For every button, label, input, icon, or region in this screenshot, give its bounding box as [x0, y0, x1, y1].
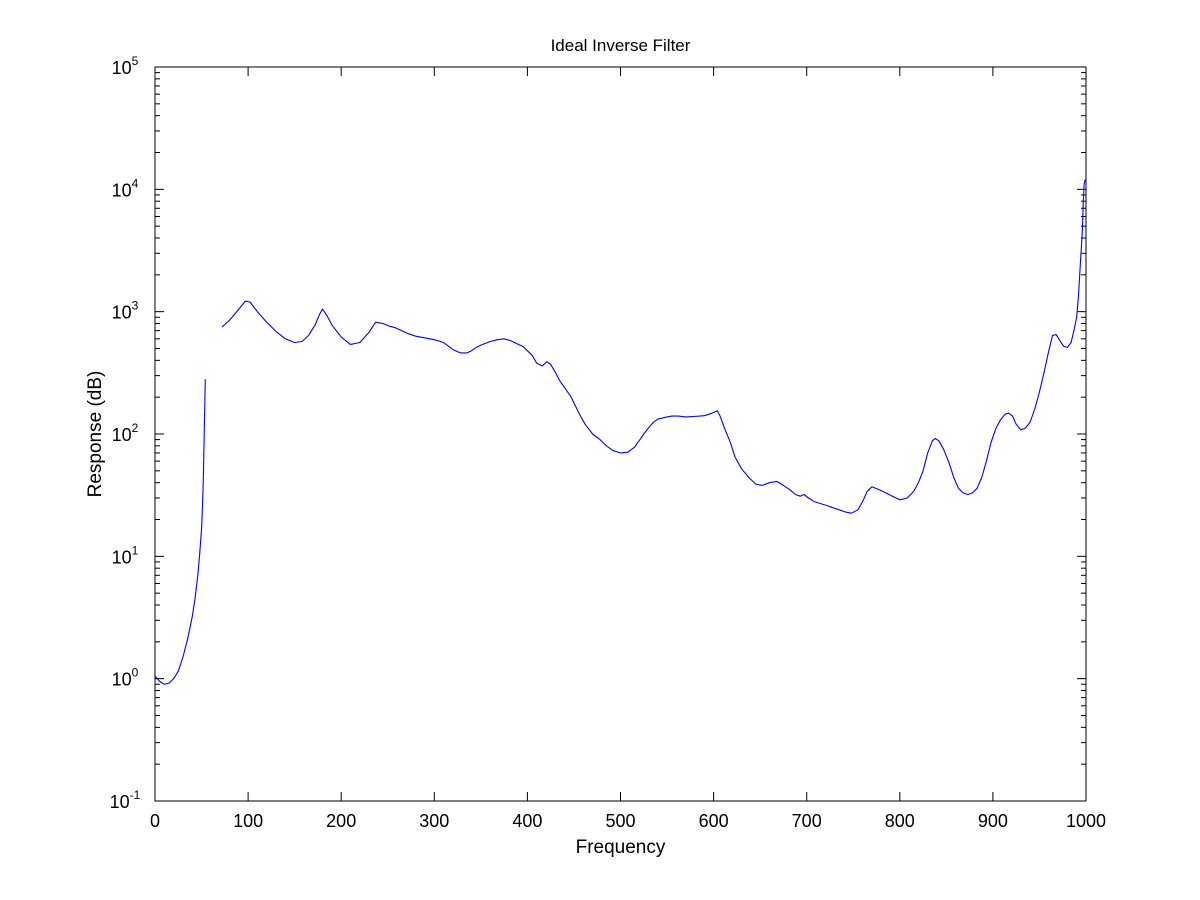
y-tick-label: 10-1: [110, 788, 141, 812]
x-tick-label: 0: [150, 811, 160, 831]
x-tick-label: 900: [978, 811, 1008, 831]
x-tick-label: 600: [699, 811, 729, 831]
x-tick-label: 1000: [1066, 811, 1106, 831]
x-tick-label: 400: [512, 811, 542, 831]
chart-title: Ideal Inverse Filter: [551, 36, 691, 55]
y-tick-label: 102: [112, 421, 139, 445]
x-tick-label: 700: [792, 811, 822, 831]
x-tick-label: 100: [233, 811, 263, 831]
y-axis-label: Response (dB): [85, 371, 106, 498]
x-tick-label: 300: [419, 811, 449, 831]
plot-area: [154, 66, 1087, 802]
x-tick-label: 500: [605, 811, 635, 831]
y-tick-label: 100: [112, 666, 139, 690]
y-tick-label: 105: [112, 54, 139, 78]
y-tick-label: 103: [112, 299, 139, 323]
x-tick-label: 200: [326, 811, 356, 831]
x-axis-ticks: 0 100 200 300 400 500 600 700 800 900 1000: [150, 67, 1106, 831]
y-tick-label: 101: [112, 543, 139, 567]
series-layer: [154, 179, 1086, 685]
y-axis-ticks: 10-1 100 101 102 103 104 105: [110, 54, 1086, 812]
x-tick-label: 800: [885, 811, 915, 831]
series-line: [221, 179, 1086, 514]
y-tick-label: 104: [112, 176, 139, 200]
x-axis-label: Frequency: [576, 837, 666, 858]
series-line: [154, 379, 206, 685]
